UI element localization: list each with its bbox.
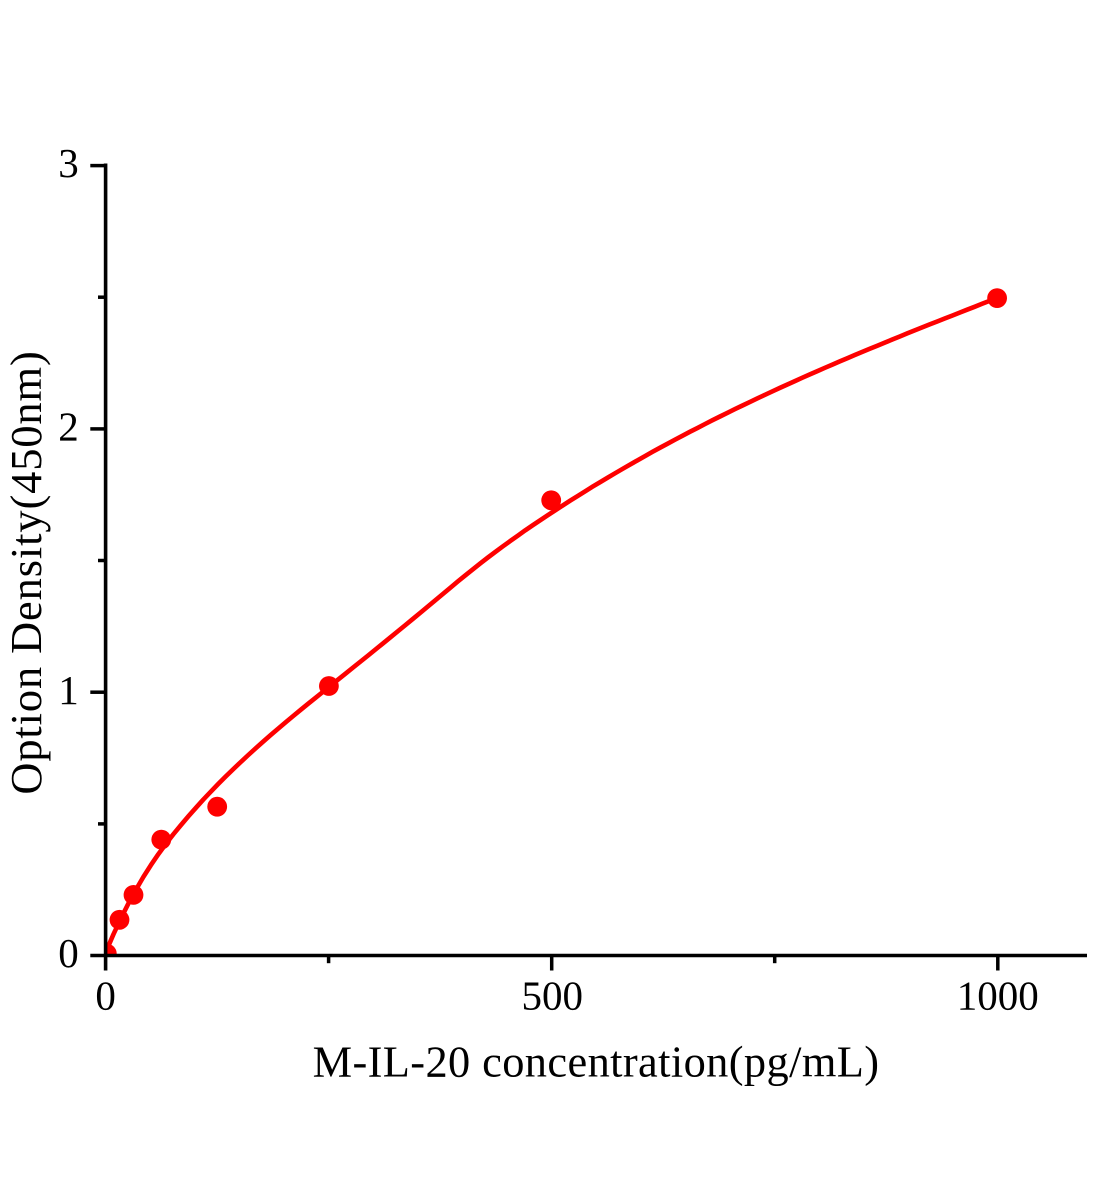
svg-text:2: 2 xyxy=(58,404,79,450)
svg-text:0: 0 xyxy=(95,973,116,1019)
svg-text:M-IL-20 concentration(pg/mL): M-IL-20 concentration(pg/mL) xyxy=(313,1036,880,1086)
svg-text:1: 1 xyxy=(58,667,79,713)
svg-text:Option Density(450nm): Option Density(450nm) xyxy=(1,350,51,794)
svg-text:1000: 1000 xyxy=(957,973,1039,1019)
svg-text:3: 3 xyxy=(58,140,79,186)
svg-text:500: 500 xyxy=(522,973,584,1019)
svg-text:0: 0 xyxy=(58,930,79,976)
